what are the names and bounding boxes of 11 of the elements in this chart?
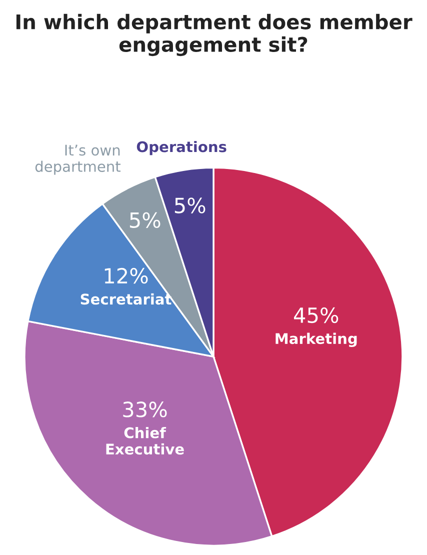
slice-label: It’s own department bbox=[35, 144, 121, 175]
slice-label: Chief Executive bbox=[106, 427, 184, 455]
data-label: 45% bbox=[294, 307, 338, 324]
data-label: 12% bbox=[104, 268, 148, 284]
data-label: 33% bbox=[123, 402, 167, 418]
chart-title: In which department does member engagement sit? bbox=[16, 14, 412, 56]
slice-label: Operations bbox=[136, 140, 226, 156]
slice-label: Marketing bbox=[276, 332, 357, 348]
slice-label: Secretariat bbox=[80, 293, 172, 305]
data-label: 5% bbox=[130, 212, 160, 228]
data-label: 5% bbox=[174, 198, 206, 214]
